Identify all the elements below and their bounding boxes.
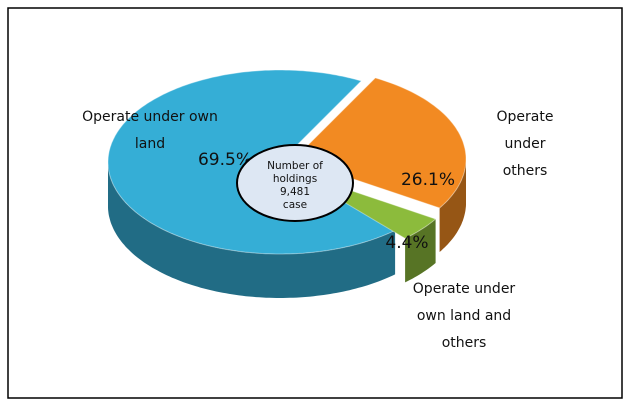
value-label: 69.5%: [198, 150, 252, 170]
annotation: 9,481: [280, 186, 310, 198]
slice-side: [405, 219, 436, 283]
annotation: holdings: [273, 173, 317, 185]
category-label: Operate under own land: [82, 109, 218, 152]
value-label: 26.1%: [401, 170, 455, 190]
slice-side: [439, 159, 466, 252]
category-label: Operate under own land and others: [412, 281, 516, 351]
center-badge: [236, 144, 354, 222]
category-label: Operate under others: [496, 109, 554, 179]
slice-side: [108, 162, 396, 298]
slice: [293, 77, 467, 209]
value-label: 4.4%: [385, 233, 428, 253]
annotation: case: [283, 199, 307, 211]
annotation: Number of: [267, 160, 323, 172]
